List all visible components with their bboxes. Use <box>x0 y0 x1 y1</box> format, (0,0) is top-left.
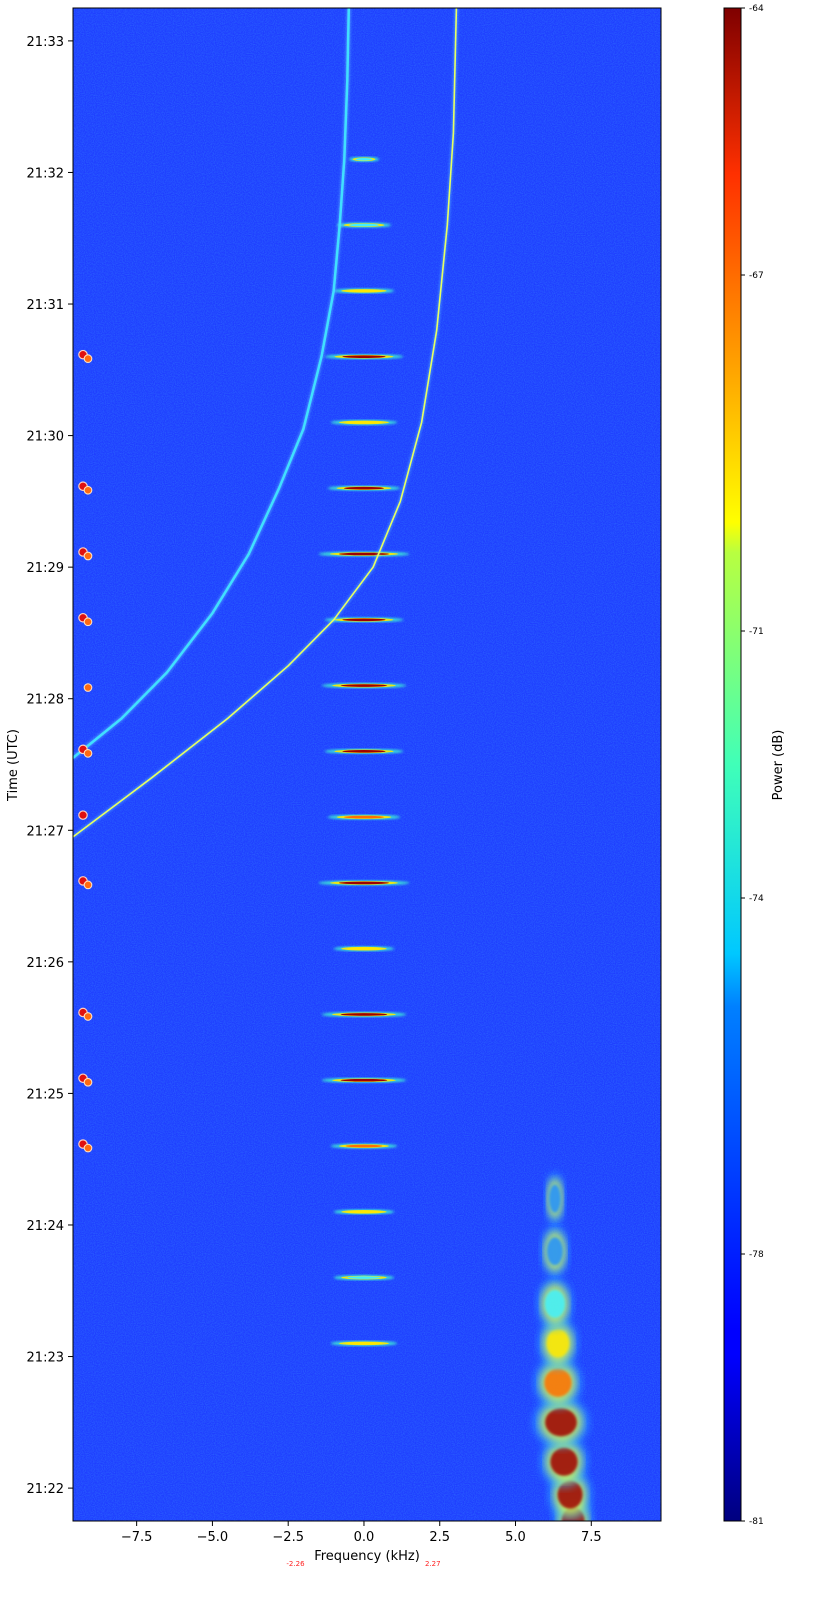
low-frequency-blob <box>533 1172 593 1521</box>
colorbar-tick-label: -81 <box>749 1517 764 1527</box>
y-tick-label: 21:24 <box>27 1219 64 1234</box>
y-axis-label: Time (UTC) <box>6 729 21 802</box>
x-tick-label: 7.5 <box>581 1530 602 1545</box>
y-tick-label: 21:23 <box>27 1351 64 1366</box>
x-axis-ticks: −7.5 −5.0 −2.5 0.0 2.5 5.0 7.5 <box>121 1521 602 1545</box>
burst <box>327 485 401 491</box>
trace-line <box>73 8 351 759</box>
marker-pair <box>78 612 93 627</box>
burst <box>333 1209 395 1215</box>
extra-x-label: 2.27 <box>425 1560 441 1568</box>
y-tick-label: 21:29 <box>27 561 64 576</box>
colorbar-tick-label: -67 <box>749 271 764 281</box>
burst <box>327 814 401 820</box>
blob-core <box>545 1408 577 1437</box>
burst <box>321 1011 407 1018</box>
burst <box>324 617 404 623</box>
marker-dot <box>83 1143 93 1153</box>
marker-pair <box>78 810 88 820</box>
x-tick-label: −5.0 <box>197 1530 229 1545</box>
colorbar: -64 -67 -71 -74 -78 -81 Power (dB) <box>723 4 786 1527</box>
x-tick-label: 0.0 <box>354 1530 375 1545</box>
y-tick-label: 21:31 <box>27 298 64 313</box>
y-axis-ticks: 21:22 21:23 21:24 21:25 21:26 21:27 21:28 21:29… <box>27 35 73 1497</box>
burst <box>330 419 398 426</box>
x-tick-label: 5.0 <box>505 1530 526 1545</box>
marker-dot <box>83 683 93 692</box>
y-tick-label: 21:32 <box>27 166 64 181</box>
burst <box>318 551 410 557</box>
marker-dot <box>83 880 93 890</box>
marker-dot <box>83 1012 93 1021</box>
burst-layer <box>318 156 410 1346</box>
burst <box>324 748 404 754</box>
burst <box>333 946 395 952</box>
colorbar-label: Power (dB) <box>771 730 786 801</box>
trace-line <box>73 8 458 838</box>
burst <box>333 288 395 294</box>
blob-core <box>544 1368 572 1397</box>
burst <box>321 682 407 689</box>
marker-dot <box>78 810 88 820</box>
marker-dot <box>83 1077 93 1087</box>
x-tick-label: 2.5 <box>429 1530 450 1545</box>
y-tick-label: 21:26 <box>27 956 64 971</box>
colorbar-tick-label: -64 <box>749 4 764 14</box>
blob-core <box>549 1184 561 1213</box>
extra-x-label: -2.26 <box>286 1560 305 1568</box>
x-tick-label: −2.5 <box>272 1530 304 1545</box>
burst <box>330 1143 398 1149</box>
y-tick-label: 21:22 <box>27 1482 64 1497</box>
marker-pair <box>83 683 93 692</box>
marker-pair <box>78 1007 93 1021</box>
marker-dot <box>83 354 93 363</box>
marker-dot <box>83 551 93 561</box>
colorbar-tick-label: -71 <box>749 627 764 637</box>
x-axis-label: Frequency (kHz) <box>314 1549 420 1564</box>
burst <box>321 1077 407 1083</box>
marker-pair <box>78 876 93 890</box>
marker-pair <box>78 1073 93 1087</box>
burst <box>330 1340 398 1346</box>
blob-core <box>544 1289 566 1318</box>
marker-pair <box>78 1139 93 1153</box>
extra-x-labels: -2.26 2.27 <box>286 1560 440 1568</box>
blob-core <box>546 1237 563 1266</box>
colorbar-ticks: -64 -67 -71 -74 -78 -81 <box>741 4 764 1527</box>
burst <box>318 880 410 886</box>
colorbar-tick-label: -78 <box>749 1250 764 1260</box>
noise-texture <box>73 8 661 1521</box>
blob-core <box>550 1447 578 1476</box>
marker-layer <box>78 349 93 1153</box>
y-tick-label: 21:28 <box>27 693 64 708</box>
marker-pair <box>78 349 93 363</box>
marker-pair <box>78 547 93 561</box>
y-tick-label: 21:33 <box>27 35 64 50</box>
y-tick-label: 21:27 <box>27 824 64 839</box>
burst <box>336 222 392 228</box>
marker-dot <box>83 485 93 495</box>
plot-area <box>73 8 661 1521</box>
marker-pair <box>78 744 93 758</box>
burst <box>348 156 380 162</box>
marker-dot <box>83 748 93 758</box>
y-tick-label: 21:30 <box>27 430 64 445</box>
burst <box>333 1275 395 1281</box>
x-tick-label: −7.5 <box>121 1530 153 1545</box>
trace-layer <box>73 8 459 839</box>
colorbar-gradient <box>723 7 742 1522</box>
y-tick-label: 21:25 <box>27 1087 64 1102</box>
marker-dot <box>83 617 93 627</box>
colorbar-tick-label: -74 <box>749 894 764 904</box>
burst <box>324 354 404 360</box>
marker-pair <box>78 481 93 495</box>
plot-frame <box>72 7 662 1522</box>
blob-core <box>546 1329 570 1358</box>
